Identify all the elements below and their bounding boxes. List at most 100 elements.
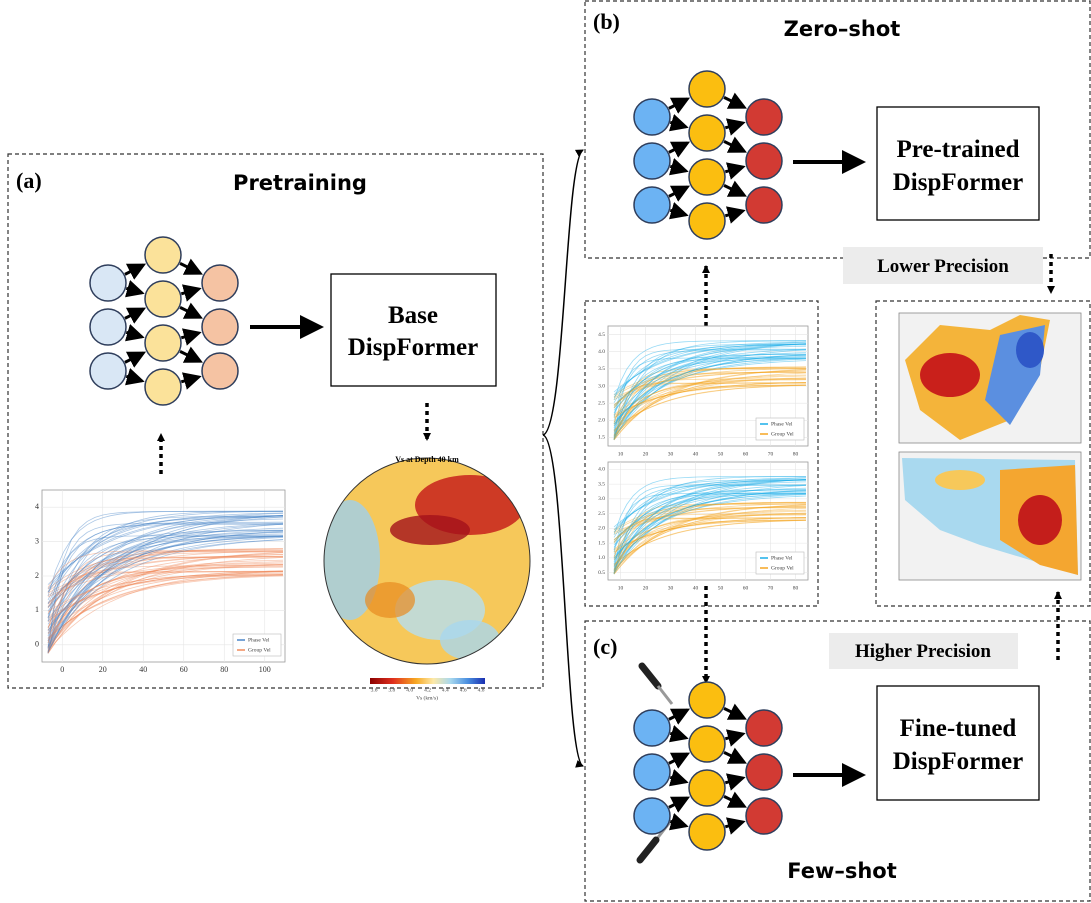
x-tick-label: 70 [768, 585, 774, 591]
x-tick-label: 80 [793, 585, 799, 591]
x-tick-label: 40 [693, 585, 699, 591]
edge [670, 122, 686, 127]
panel-title: Pretraining [233, 171, 367, 195]
node [746, 798, 782, 834]
edge [669, 754, 687, 763]
edge [725, 734, 743, 739]
legend-label: Group Vel [771, 565, 794, 571]
precision-label: Lower Precision [877, 256, 1009, 277]
legend-label: Phase Vel [771, 421, 793, 427]
node [145, 281, 181, 317]
y-tick-label: 0.5 [598, 570, 605, 576]
y-tick-label: 1.5 [598, 540, 605, 546]
edge [669, 798, 687, 807]
branch-arrow [543, 150, 583, 435]
x-tick-label: 30 [668, 451, 674, 457]
edge [126, 332, 142, 337]
edge [669, 710, 687, 719]
model-name: DispFormer [348, 334, 479, 361]
node [746, 710, 782, 746]
node [746, 99, 782, 135]
x-tick-label: 60 [743, 451, 749, 457]
x-tick-label: 70 [768, 451, 774, 457]
edge [724, 708, 744, 718]
panel-title: Zero–shot [784, 17, 901, 41]
x-tick-label: 20 [643, 585, 649, 591]
panel-label: (c) [593, 634, 617, 659]
node [90, 309, 126, 345]
edge [126, 376, 142, 381]
node [689, 159, 725, 195]
y-tick-label: 3.0 [598, 496, 605, 502]
node [746, 754, 782, 790]
colorbar-tick: 3.6 [371, 687, 378, 693]
colorbar-tick: 4.0 [406, 687, 413, 693]
x-tick-label: 60 [743, 585, 749, 591]
node [689, 115, 725, 151]
x-tick-label: 0 [60, 665, 64, 674]
colorbar-tick: 4.6 [460, 687, 467, 693]
x-tick-label: 20 [643, 451, 649, 457]
figure: (a) Pretraining (b) Zero–shot (c) Few–sh… [0, 0, 1091, 903]
node [202, 353, 238, 389]
edge [125, 265, 143, 274]
map-title: Vs at Depth 40 km [395, 455, 459, 464]
model-name: DispFormer [893, 748, 1024, 775]
edge [670, 166, 686, 171]
network [634, 71, 782, 239]
y-tick-label: 2.5 [598, 511, 605, 517]
y-tick-label: 1 [35, 605, 39, 614]
node [145, 237, 181, 273]
y-tick-label: 4.5 [598, 332, 605, 338]
y-tick-label: 4.0 [598, 349, 605, 355]
edge [670, 733, 686, 738]
edge [180, 351, 200, 361]
node [746, 143, 782, 179]
colorbar-tick: 4.2 [424, 687, 431, 693]
edge [125, 353, 143, 362]
branch-arrow [543, 435, 583, 766]
edge [180, 263, 200, 273]
edge [669, 187, 687, 196]
node [90, 265, 126, 301]
x-tick-label: 50 [718, 585, 724, 591]
edge [725, 211, 743, 216]
node [689, 770, 725, 806]
edge [724, 185, 744, 195]
edge [724, 141, 744, 151]
edge [725, 123, 743, 128]
curve-plot: 1.52.02.53.03.54.04.51020304050607080Pha… [598, 326, 808, 457]
node [634, 710, 670, 746]
edge [181, 377, 199, 382]
x-tick-label: 40 [693, 451, 699, 457]
edge [126, 288, 142, 293]
colorbar [370, 678, 485, 684]
panel-label: (a) [16, 168, 42, 193]
model-name: Fine-tuned [900, 715, 1017, 742]
edge [181, 289, 199, 294]
network [90, 237, 238, 405]
node [145, 369, 181, 405]
x-tick-label: 100 [259, 665, 271, 674]
legend-label: Group Vel [248, 647, 271, 653]
y-tick-label: 3 [35, 536, 39, 545]
x-tick-label: 60 [180, 665, 188, 674]
precision-label: Higher Precision [855, 641, 991, 662]
node [689, 203, 725, 239]
colorbar-tick: 4.4 [442, 687, 449, 693]
legend-label: Group Vel [771, 431, 794, 437]
model-box [877, 107, 1039, 220]
legend-label: Phase Vel [248, 637, 270, 643]
node [634, 187, 670, 223]
network [634, 682, 782, 850]
y-tick-label: 1.0 [598, 555, 605, 561]
x-tick-label: 80 [793, 451, 799, 457]
node [634, 99, 670, 135]
edge [669, 99, 687, 108]
x-tick-label: 80 [220, 665, 228, 674]
node [202, 265, 238, 301]
colorbar-tick: 4.8 [478, 687, 485, 693]
node [202, 309, 238, 345]
